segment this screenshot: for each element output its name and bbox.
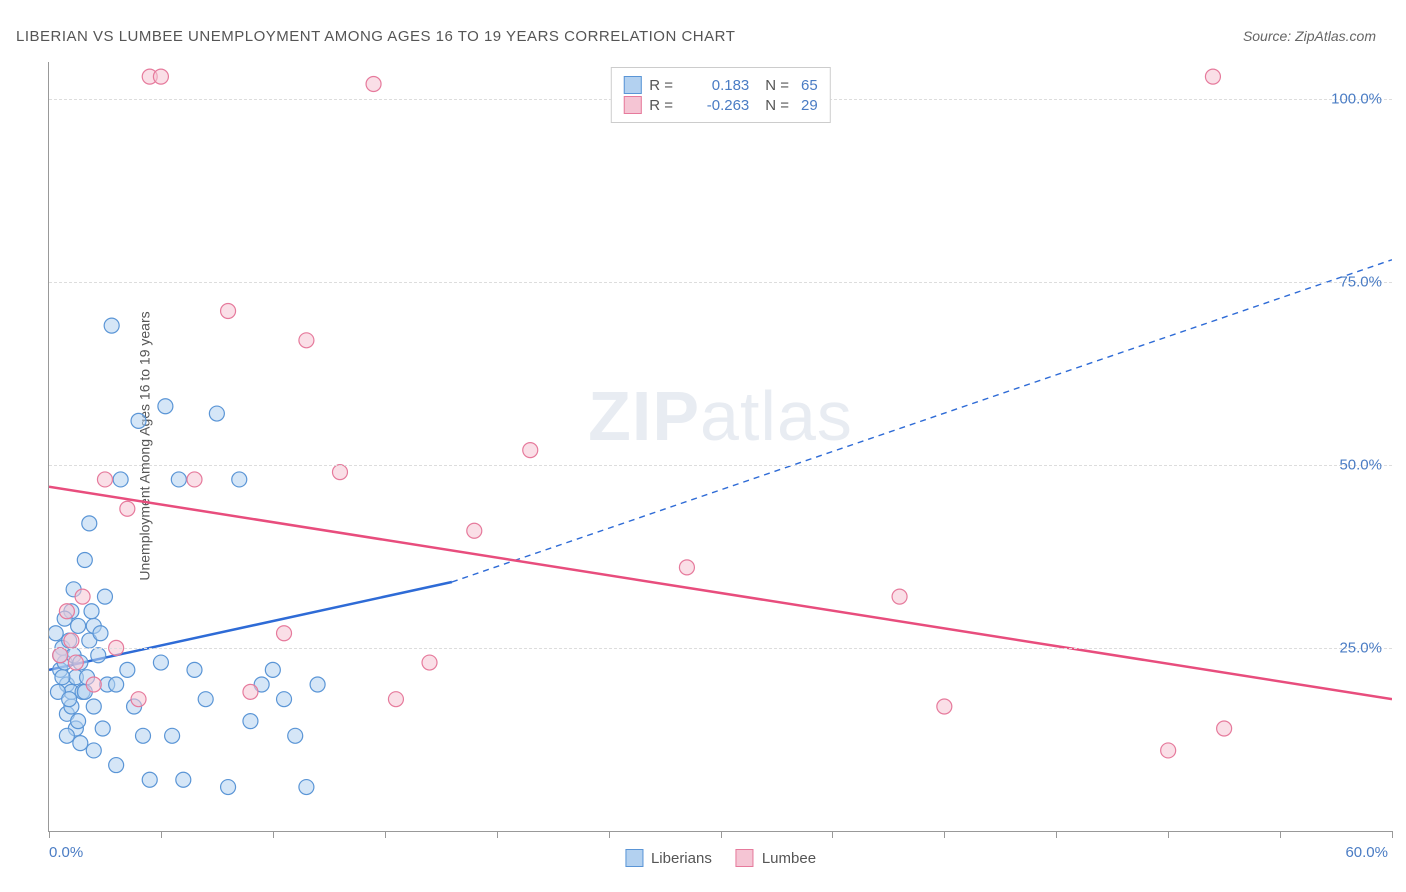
legend-swatch — [623, 96, 641, 114]
y-tick-label: 75.0% — [1339, 273, 1382, 290]
r-label: R = — [649, 97, 681, 114]
y-tick-label: 100.0% — [1331, 90, 1382, 107]
y-tick-label: 50.0% — [1339, 456, 1382, 473]
x-tick — [273, 831, 274, 838]
legend-swatch — [736, 849, 754, 867]
legend-item: Liberians — [625, 849, 712, 867]
gridline — [49, 282, 1392, 283]
source-attribution: Source: ZipAtlas.com — [1243, 28, 1376, 44]
x-tick — [832, 831, 833, 838]
y-tick-label: 25.0% — [1339, 639, 1382, 656]
x-tick — [944, 831, 945, 838]
legend-row: R = 0.183 N = 65 — [623, 76, 817, 94]
r-value: 0.183 — [689, 77, 749, 94]
x-tick — [385, 831, 386, 838]
legend-correlation: R = 0.183 N = 65 R = -0.263 N = 29 — [610, 67, 830, 123]
n-value: 65 — [801, 77, 818, 94]
x-tick — [497, 831, 498, 838]
n-value: 29 — [801, 97, 818, 114]
legend-row: R = -0.263 N = 29 — [623, 96, 817, 114]
plot-svg — [49, 62, 1392, 831]
x-tick — [1056, 831, 1057, 838]
x-tick — [49, 831, 50, 838]
r-value: -0.263 — [689, 97, 749, 114]
chart-title: LIBERIAN VS LUMBEE UNEMPLOYMENT AMONG AG… — [16, 28, 735, 45]
gridline — [49, 648, 1392, 649]
legend-label: Lumbee — [762, 850, 816, 867]
x-tick — [1280, 831, 1281, 838]
x-tick — [609, 831, 610, 838]
legend-item: Lumbee — [736, 849, 816, 867]
x-tick — [161, 831, 162, 838]
x-tick-label: 60.0% — [1345, 844, 1388, 861]
x-tick — [1392, 831, 1393, 838]
legend-label: Liberians — [651, 850, 712, 867]
plot-area: ZIPatlas R =0.183N =65R =-0.263N =29 Lib… — [48, 62, 1392, 832]
n-label: N = — [765, 77, 789, 94]
x-tick-label: 0.0% — [49, 844, 83, 861]
gridline — [49, 465, 1392, 466]
x-tick — [1168, 831, 1169, 838]
n-label: N = — [765, 97, 789, 114]
legend-series: Liberians Lumbee — [625, 849, 816, 867]
r-label: R = — [649, 77, 681, 94]
chart-container: LIBERIAN VS LUMBEE UNEMPLOYMENT AMONG AG… — [0, 0, 1406, 892]
legend-swatch — [623, 76, 641, 94]
x-tick — [721, 831, 722, 838]
legend-swatch — [625, 849, 643, 867]
